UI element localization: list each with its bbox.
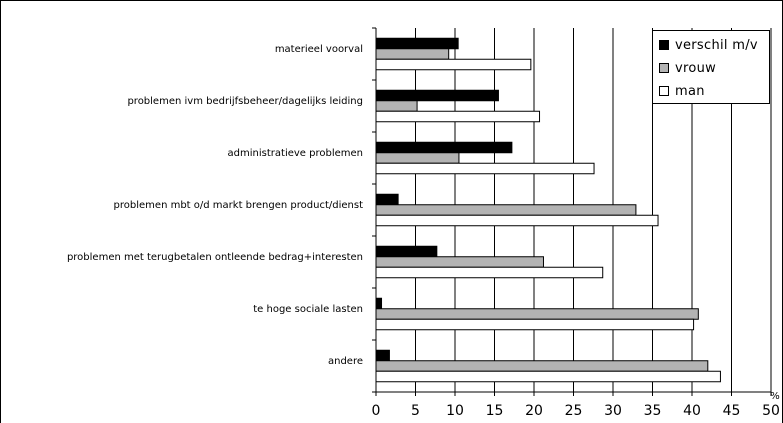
legend-label-verschil: verschil m/v (675, 37, 758, 53)
legend-item-verschil: verschil m/v (659, 35, 758, 55)
x-tick-label-45: 45 (723, 403, 741, 419)
category-label-2: administratieve problemen (228, 148, 363, 159)
legend-swatch-man (659, 86, 669, 96)
legend-item-vrouw: vrouw (659, 58, 716, 78)
x-tick-label-30: 30 (604, 403, 622, 419)
bar-vrouw-2 (375, 152, 460, 164)
chart-frame-top (0, 0, 783, 1)
category-label-1: problemen ivm bedrijfsbeheer/dagelijks l… (127, 96, 363, 107)
x-tick-label-15: 15 (486, 403, 504, 419)
legend-label-vrouw: vrouw (675, 60, 717, 76)
category-label-3: problemen mbt o/d markt brengen product/… (114, 200, 364, 211)
category-label-6: andere (328, 356, 363, 367)
bar-man-4 (375, 266, 604, 279)
legend-swatch-verschil (659, 40, 669, 50)
bar-man-1 (375, 110, 541, 123)
x-tick-label-25: 25 (565, 403, 583, 419)
bar-vrouw-6 (375, 360, 709, 372)
bar-verschil-m-v-2 (375, 141, 513, 154)
category-label-4: problemen met terugbetalen ontleende bed… (67, 252, 363, 263)
bar-verschil-m-v-5 (375, 297, 383, 310)
bar-verschil-m-v-6 (375, 349, 390, 362)
x-tick-label-40: 40 (683, 403, 701, 419)
x-tick-label-35: 35 (644, 403, 662, 419)
x-tick-label-5: 5 (411, 403, 420, 419)
legend-item-man: man (659, 81, 705, 101)
bar-man-5 (375, 318, 695, 331)
bar-verschil-m-v-1 (375, 89, 499, 102)
x-tick-label-50: 50 (762, 403, 780, 419)
bar-vrouw-3 (375, 204, 637, 216)
legend-label-man: man (675, 83, 705, 99)
x-tick-label-10: 10 (446, 403, 464, 419)
x-tick-label-20: 20 (525, 403, 543, 419)
bar-man-6 (375, 370, 721, 383)
category-label-5: te hoge sociale lasten (253, 304, 363, 315)
bar-verschil-m-v-4 (375, 245, 438, 258)
bar-vrouw-4 (375, 256, 544, 268)
bar-man-0 (375, 58, 532, 71)
bar-vrouw-1 (375, 100, 418, 112)
bar-man-2 (375, 162, 595, 175)
x-tick-label-0: 0 (372, 403, 381, 419)
bar-verschil-m-v-0 (375, 37, 459, 50)
chart-frame-left (0, 0, 1, 423)
x-unit-label: % (770, 391, 780, 402)
category-label-0: materieel voorval (275, 44, 363, 55)
bar-man-3 (375, 214, 659, 227)
bar-vrouw-0 (375, 48, 450, 60)
bar-verschil-m-v-3 (375, 193, 399, 206)
legend-swatch-vrouw (659, 63, 669, 73)
bar-vrouw-5 (375, 308, 699, 320)
chart-legend: verschil m/v vrouw man (652, 30, 770, 104)
